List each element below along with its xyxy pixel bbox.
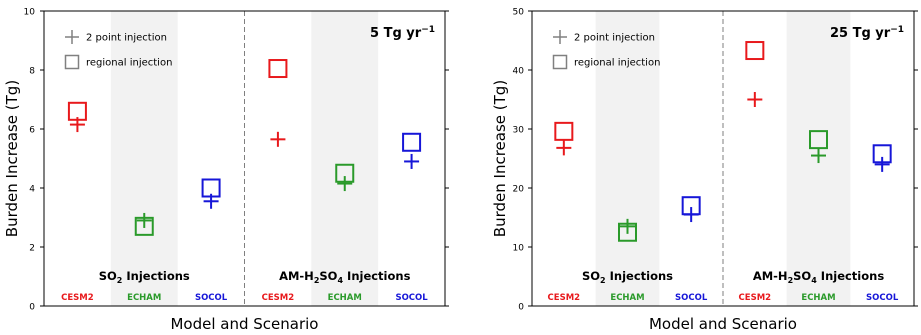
panel-1: 0 2 4 6 8 10 Burden Increase (Tg) Model and Sce… [3,8,449,333]
model-label: ECHAM [328,293,362,303]
regional-marker [268,59,288,79]
y-tick-label: 8 [29,67,35,77]
model-label: ECHAM [801,293,835,303]
y-tick-label: 0 [518,303,524,313]
model-label: CESM2 [739,293,772,303]
y-tick-label: 0 [29,303,35,313]
group-title: SO2 Injections [582,269,673,285]
model-label: ECHAM [610,293,644,303]
x-axis-label: Model and Scenario [170,315,318,333]
rate-label: 5 Tg yr−1 [370,25,435,41]
regional-marker [335,163,355,183]
model-label: SOCOL [866,293,899,303]
legend-label: 2 point injection [86,33,167,44]
regional-marker [618,222,637,242]
group-title: AM-H2SO4 Injections [279,269,411,285]
model-label: SOCOL [395,293,428,303]
model-label: SOCOL [675,293,708,303]
y-tick-label: 6 [29,126,35,136]
legend-square-icon [64,54,80,70]
legend-label: regional injection [86,58,172,69]
model-label: CESM2 [262,293,295,303]
y-tick-label: 30 [513,126,525,136]
regional-marker [745,41,765,61]
y-tick-label: 2 [29,244,35,254]
rate-label: 25 Tg yr−1 [830,25,904,41]
model-label: ECHAM [127,293,161,303]
panel-2: 0 10 20 30 40 50 Burden Increase (Tg) Model and… [491,8,918,333]
y-tick-label: 40 [513,67,525,77]
shaded-band [311,11,379,306]
shaded-band [595,11,660,306]
y-tick-label: 4 [29,185,35,195]
y-axis-label: Burden Increase (Tg) [3,80,21,237]
group-title: AM-H2SO4 Injections [753,269,885,285]
y-tick-label: 10 [513,244,525,254]
legend-label: regional injection [574,58,660,69]
plot-frame [531,10,915,307]
y-tick-label: 20 [513,185,525,195]
regional-marker [554,121,574,141]
shaded-band [110,11,178,306]
model-label: CESM2 [61,293,94,303]
regional-marker [134,216,154,236]
y-tick-label: 10 [24,8,36,18]
legend-label: 2 point injection [574,33,655,44]
regional-marker [201,178,221,198]
x-axis-label: Model and Scenario [649,315,797,333]
model-label: SOCOL [195,293,228,303]
group-title: SO2 Injections [99,269,190,285]
legend-square-icon [552,54,568,70]
model-label: CESM2 [548,293,581,303]
y-axis-label: Burden Increase (Tg) [491,80,509,237]
regional-marker [681,196,701,216]
plot-frame [43,10,446,307]
y-tick-label: 50 [513,8,525,18]
regional-marker [402,132,422,152]
regional-marker [809,130,828,150]
regional-marker [67,101,87,121]
regional-marker [872,144,892,164]
